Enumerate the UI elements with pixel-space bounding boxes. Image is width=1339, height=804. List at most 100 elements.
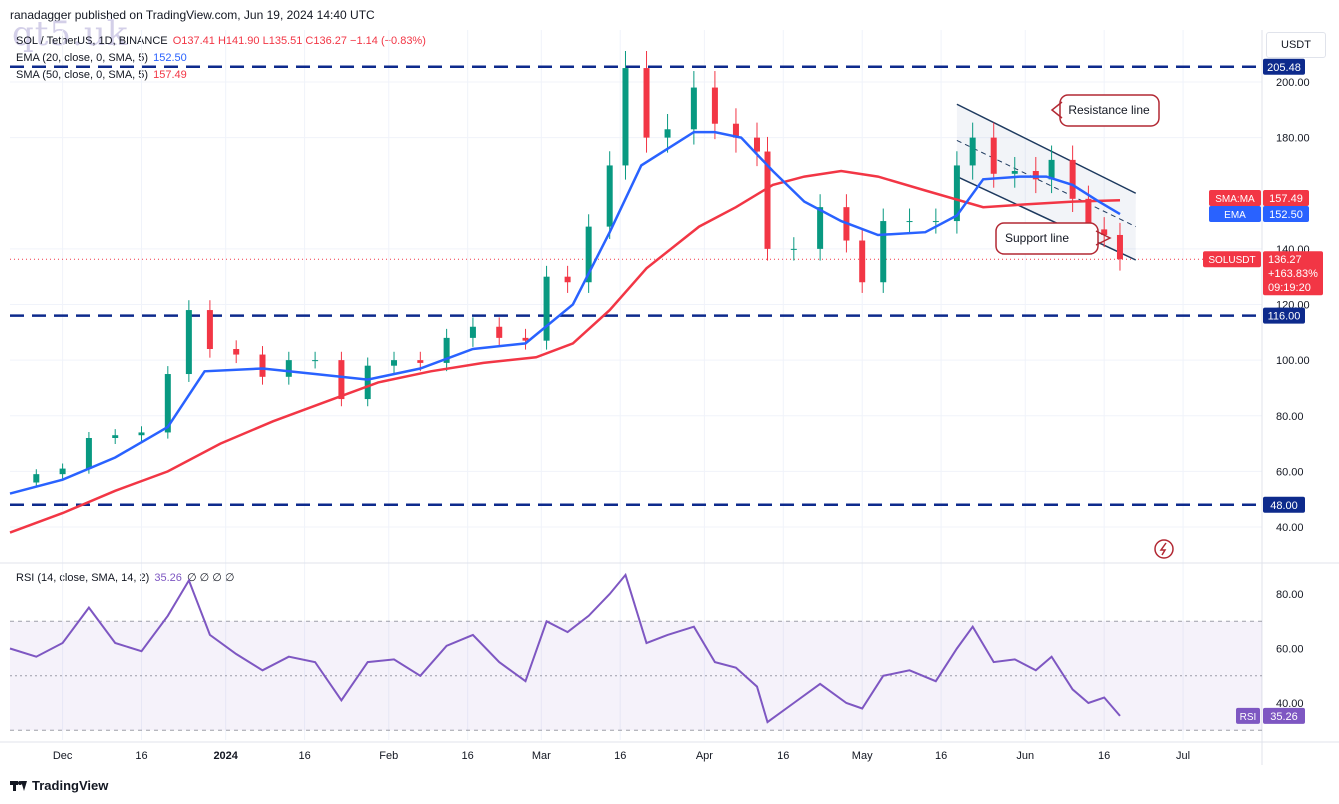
candle-body [753, 137, 760, 152]
sma50-line [9, 169, 1121, 534]
candle-body [564, 276, 571, 283]
sma-legend[interactable]: SMA (50, close, 0, SMA, 5) 157.49 [16, 69, 187, 81]
rsi-name: RSI [1240, 712, 1257, 723]
time-tick-label: 16 [462, 750, 474, 762]
sma-label: SMA:MA [1215, 194, 1255, 205]
rsi-legend-extra: ∅ ∅ ∅ ∅ [186, 572, 235, 584]
level-205-tag: 205.48 [1267, 62, 1301, 74]
time-tick-label: 16 [135, 750, 147, 762]
rsi-tick-label: 60.00 [1276, 644, 1304, 656]
support-annotation: Support line [995, 222, 1112, 255]
ema-legend-value: 152.50 [153, 52, 187, 64]
candle-body [764, 151, 771, 249]
last-price-value: 136.27 [1268, 254, 1302, 266]
sma-legend-value: 157.49 [153, 69, 187, 81]
time-tick-label: Feb [379, 750, 398, 762]
last-price-bg [1263, 251, 1323, 296]
rsi-line [9, 572, 1121, 724]
candle-body [606, 165, 613, 227]
candle-body [543, 276, 550, 341]
candle-body [1032, 171, 1039, 180]
time-tick-label: 16 [298, 750, 310, 762]
level-48-tag-bg [1263, 496, 1305, 513]
candle-body [643, 68, 650, 138]
price-tick-label: 120.00 [1276, 300, 1310, 312]
candle-body [990, 137, 997, 174]
candle-body [1101, 229, 1108, 235]
watermark: qt5.uk [12, 14, 129, 54]
candle-body [790, 248, 797, 250]
price-tick-label: 180.00 [1276, 133, 1310, 145]
price-tick-label: 60.00 [1276, 466, 1304, 478]
sma-value-bg [1263, 190, 1309, 206]
candle-body [164, 374, 171, 433]
candle-body [711, 87, 718, 124]
time-tick-label: Mar [532, 750, 551, 762]
price-tick-label: 200.00 [1276, 77, 1310, 89]
symbol-legend[interactable]: SOL / TetherUS, 1D, BINANCE O137.41 H141… [16, 35, 426, 47]
time-tick-label: Dec [53, 750, 73, 762]
resistance-label: Resistance line [1068, 103, 1150, 117]
tradingview-icon [10, 780, 28, 791]
flash-icon[interactable] [1154, 539, 1174, 559]
price-tick-label: 100.00 [1276, 355, 1310, 367]
candle-body [259, 354, 266, 377]
price-tick-label: 140.00 [1276, 244, 1310, 256]
level-205-tag-bg [1263, 58, 1305, 75]
candle-body [953, 165, 960, 222]
rsi-legend-label: RSI (14, close, SMA, 14, 2) [16, 572, 150, 584]
candle-body [364, 365, 371, 400]
sma-value: 157.49 [1269, 193, 1303, 205]
rsi-legend[interactable]: RSI (14, close, SMA, 14, 2) 35.26 ∅ ∅ ∅ … [16, 571, 234, 584]
time-tick-label: 16 [935, 750, 947, 762]
ema-legend[interactable]: EMA (20, close, 0, SMA, 5) 152.50 [16, 52, 187, 64]
candle-body [85, 438, 92, 469]
time-tick-label: May [852, 750, 873, 762]
price-tick-label: 40.00 [1276, 522, 1304, 534]
candle-body [1011, 171, 1018, 174]
candle-body [1069, 159, 1076, 199]
candle-body [622, 68, 629, 166]
candle-body [843, 207, 850, 241]
candle-body [496, 326, 503, 338]
tradingview-logo[interactable]: TradingView [10, 778, 108, 793]
currency-button[interactable]: USDT [1266, 32, 1326, 58]
candle-body [880, 221, 887, 283]
candle-body [469, 326, 476, 338]
candle-body [391, 360, 398, 366]
time-tick-label: 16 [1098, 750, 1110, 762]
candle-body [112, 435, 119, 438]
candle-body [443, 337, 450, 363]
candle-body [338, 360, 345, 400]
time-tick-label: Jul [1176, 750, 1190, 762]
candle-body [817, 207, 824, 249]
candle-body [906, 221, 913, 223]
rsi-tick-label: 80.00 [1276, 589, 1304, 601]
candle-body [664, 129, 671, 138]
candle-body [969, 137, 976, 166]
time-tick-label: Jun [1016, 750, 1034, 762]
time-tick-label: 16 [777, 750, 789, 762]
candle-body [732, 123, 739, 138]
publisher-line: ranadagger published on TradingView.com,… [10, 8, 375, 22]
brand-label: TradingView [32, 778, 109, 793]
candle-body [522, 337, 529, 341]
level-48-tag: 48.00 [1270, 500, 1298, 512]
candle-body [1116, 234, 1123, 260]
ema-value: 152.50 [1269, 209, 1303, 221]
time-tick-label: Apr [696, 750, 713, 762]
candle-body [417, 360, 424, 363]
resistance-line [956, 103, 1137, 194]
candle-body [690, 87, 697, 130]
candle-body [1048, 159, 1055, 180]
sma-legend-label: SMA (50, close, 0, SMA, 5) [16, 69, 149, 81]
ema-label: EMA [1224, 210, 1246, 221]
ohlc-values: O137.41 H141.90 L135.51 C136.27 −1.14 (−… [172, 35, 426, 47]
sma-label-bg [1209, 190, 1261, 206]
candle-body [859, 240, 866, 283]
ema-value-bg [1263, 206, 1309, 222]
channel-fill [956, 104, 1136, 260]
channel-midline [956, 139, 1136, 228]
candle-body [206, 310, 213, 349]
